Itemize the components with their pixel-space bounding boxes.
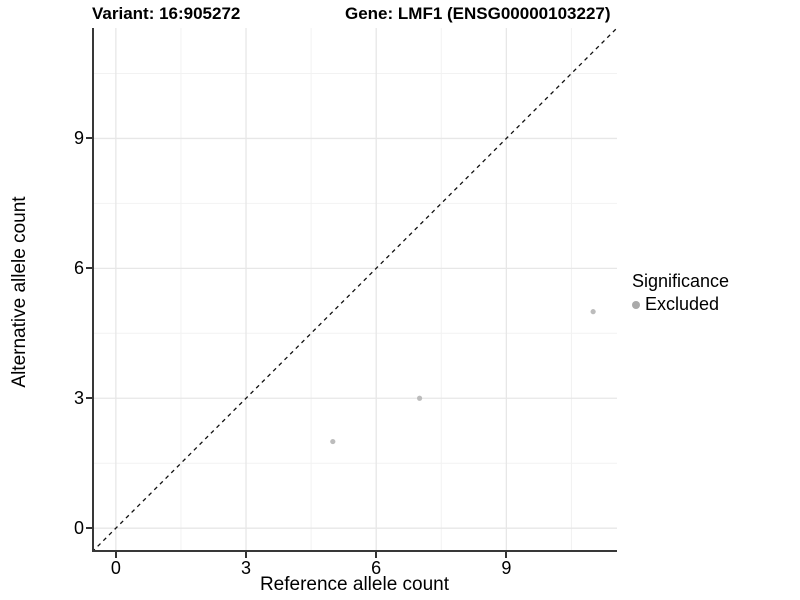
legend-entry-label: Excluded: [645, 294, 720, 314]
plot-panel: [92, 28, 617, 552]
y-tick-mark: [86, 527, 92, 530]
plot-title-gene: Gene: LMF1 (ENSG00000103227): [345, 4, 611, 23]
plot-area-svg: [92, 28, 617, 552]
x-tick-label: 3: [241, 558, 252, 578]
y-tick-mark: [86, 267, 92, 270]
x-tick-label: 6: [371, 558, 382, 578]
y-tick-label: 0: [73, 518, 84, 539]
data-point: [416, 395, 423, 401]
y-tick-mark: [86, 397, 92, 400]
x-tick-mark: [505, 552, 508, 558]
x-axis-title: Reference allele count: [259, 574, 450, 595]
y-tick-mark: [86, 137, 92, 140]
identity-dashed-line: [92, 28, 617, 552]
y-tick-label: 6: [73, 258, 84, 279]
x-tick-mark: [245, 552, 248, 558]
data-point: [590, 309, 596, 315]
legend-title: Significance: [632, 271, 730, 291]
plot-title-variant: Variant: 16:905272: [92, 4, 241, 23]
y-tick-label: 3: [73, 388, 84, 409]
x-tick-mark: [114, 552, 117, 558]
x-tick-label: 9: [501, 558, 512, 578]
x-tick-mark: [375, 552, 378, 558]
y-axis-title: Alternative allele count: [9, 196, 30, 388]
y-tick-label: 9: [73, 128, 84, 149]
legend: Significance Excluded: [632, 271, 729, 315]
data-point: [330, 438, 336, 445]
legend-key-dot: [632, 300, 640, 309]
legend-entry-excluded: Excluded: [632, 294, 729, 315]
x-tick-label: 0: [110, 558, 121, 578]
